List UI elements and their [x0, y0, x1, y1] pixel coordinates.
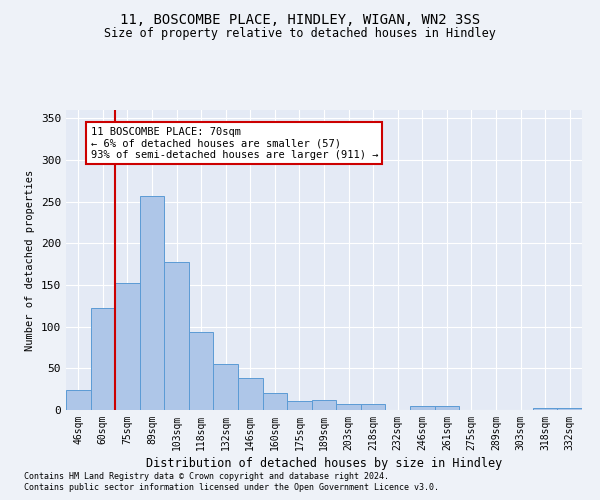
Bar [557, 408, 582, 410]
Bar [214, 364, 238, 410]
Text: Contains public sector information licensed under the Open Government Licence v3: Contains public sector information licen… [24, 484, 439, 492]
Bar [238, 378, 263, 410]
Bar [91, 308, 115, 410]
Text: Contains HM Land Registry data © Crown copyright and database right 2024.: Contains HM Land Registry data © Crown c… [24, 472, 389, 481]
Bar [263, 394, 287, 410]
Bar [410, 406, 434, 410]
Bar [336, 404, 361, 410]
Bar [287, 401, 312, 410]
Bar [140, 196, 164, 410]
Bar [164, 262, 189, 410]
Bar [115, 284, 140, 410]
Bar [66, 390, 91, 410]
Text: 11, BOSCOMBE PLACE, HINDLEY, WIGAN, WN2 3SS: 11, BOSCOMBE PLACE, HINDLEY, WIGAN, WN2 … [120, 12, 480, 26]
Y-axis label: Number of detached properties: Number of detached properties [25, 170, 35, 350]
Text: 11 BOSCOMBE PLACE: 70sqm
← 6% of detached houses are smaller (57)
93% of semi-de: 11 BOSCOMBE PLACE: 70sqm ← 6% of detache… [91, 126, 378, 160]
Bar [312, 400, 336, 410]
Bar [434, 406, 459, 410]
X-axis label: Distribution of detached houses by size in Hindley: Distribution of detached houses by size … [146, 457, 502, 470]
Text: Size of property relative to detached houses in Hindley: Size of property relative to detached ho… [104, 28, 496, 40]
Bar [533, 408, 557, 410]
Bar [361, 404, 385, 410]
Bar [189, 332, 214, 410]
